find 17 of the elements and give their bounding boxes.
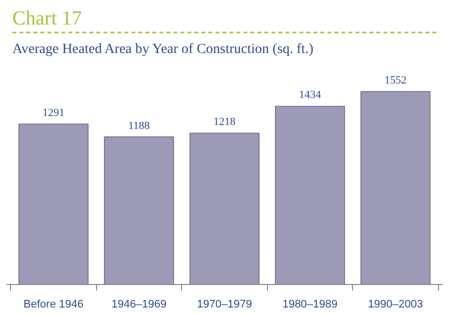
data-label: 1218 [214,116,236,128]
bar [274,106,346,284]
bar [189,132,260,284]
data-label: 1552 [384,74,406,87]
x-tick-label: 1990–2003 [368,298,424,310]
x-tick-label: 1970–1979 [196,298,252,310]
data-label: 1291 [42,107,65,120]
data-label: 1188 [128,120,150,132]
bar [18,124,89,284]
bar [104,136,174,284]
x-tick-label: Before 1946 [24,298,84,310]
chart-subtitle: Average Heated Area by Year of Construction (sq. ft.) [12,42,314,57]
data-label: 1434 [298,89,322,102]
chart-title: Chart 17 [12,8,82,30]
x-tick-label: 1946–1969 [111,298,167,310]
bar [360,91,431,284]
x-tick-label: 1980–1989 [282,298,338,310]
